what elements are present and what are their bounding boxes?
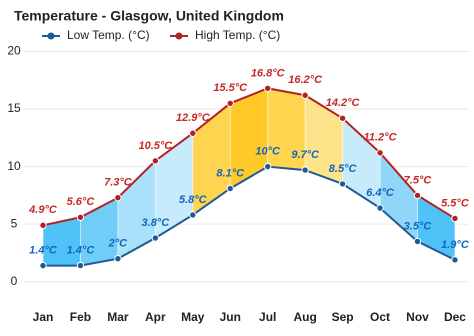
value-label: 16.8°C xyxy=(251,67,286,79)
value-label: 3.8°C xyxy=(142,217,171,229)
x-tick-label: Jan xyxy=(33,310,54,324)
value-label: 12.9°C xyxy=(176,112,211,124)
data-point xyxy=(151,157,160,165)
data-point xyxy=(114,194,122,202)
data-point xyxy=(264,162,272,171)
x-tick-label: Aug xyxy=(293,310,316,324)
temperature-band xyxy=(342,118,381,209)
data-point xyxy=(451,256,459,264)
value-label: 10°C xyxy=(255,146,281,158)
temperature-band xyxy=(117,160,156,259)
series-line xyxy=(43,165,456,267)
y-tick-label: 0 xyxy=(11,274,18,288)
temperature-band xyxy=(305,95,343,184)
temperature-band xyxy=(230,88,268,189)
temperature-band xyxy=(155,133,193,238)
temperature-band xyxy=(80,197,118,266)
y-tick-label: 10 xyxy=(7,159,21,173)
value-label: 5.6°C xyxy=(67,196,96,208)
data-point xyxy=(338,180,347,188)
x-tick-label: Sep xyxy=(332,310,354,324)
value-label: 5.5°C xyxy=(441,197,470,209)
y-tick-label: 5 xyxy=(11,216,18,230)
x-tick-label: Nov xyxy=(406,310,429,324)
data-point xyxy=(413,237,422,246)
value-label: 2°C xyxy=(108,238,129,250)
x-tick-label: Feb xyxy=(70,310,91,324)
temperature-band xyxy=(417,195,455,260)
value-label: 4.9°C xyxy=(28,204,58,216)
data-point xyxy=(451,214,459,223)
value-label: 15.5°C xyxy=(213,82,248,94)
temperature-band xyxy=(43,217,81,266)
data-point xyxy=(189,129,197,137)
value-label: 1.4°C xyxy=(29,245,58,257)
data-point xyxy=(76,213,85,221)
data-point xyxy=(376,149,384,157)
legend-label: Low Temp. (°C) xyxy=(67,28,150,42)
value-label: 1.9°C xyxy=(441,239,470,251)
data-point xyxy=(39,221,47,230)
value-label: 8.1°C xyxy=(216,167,245,179)
temperature-band xyxy=(267,88,306,171)
value-label: 8.5°C xyxy=(329,163,358,175)
data-point xyxy=(114,255,122,263)
legend-marker xyxy=(47,32,55,40)
data-point xyxy=(301,166,309,174)
value-label: 16.2°C xyxy=(288,74,323,86)
x-tick-label: Jul xyxy=(259,310,276,324)
value-label: 9.7°C xyxy=(291,149,320,161)
value-label: 10.5°C xyxy=(138,140,173,152)
data-point xyxy=(226,99,234,108)
value-label: 1.4°C xyxy=(67,245,96,257)
value-label: 6.4°C xyxy=(366,187,395,199)
legend-marker xyxy=(175,32,183,40)
value-label: 14.2°C xyxy=(326,97,361,109)
x-tick-label: Mar xyxy=(107,310,129,324)
temperature-band xyxy=(192,103,231,215)
temperature-band xyxy=(380,152,418,242)
value-label: 7.5°C xyxy=(404,174,433,186)
chart-title: Temperature - Glasgow, United Kingdom xyxy=(14,8,284,24)
value-label: 3.5°C xyxy=(404,220,433,232)
data-point xyxy=(264,84,272,93)
x-tick-label: Jun xyxy=(220,310,241,324)
y-tick-label: 15 xyxy=(7,101,21,115)
data-point xyxy=(301,91,309,99)
data-point xyxy=(151,234,160,242)
data-point xyxy=(338,114,347,122)
data-point xyxy=(39,261,47,270)
data-point xyxy=(189,211,197,219)
value-label: 11.2°C xyxy=(364,132,398,144)
data-point xyxy=(413,191,422,200)
x-tick-label: Oct xyxy=(370,310,390,324)
x-tick-label: Apr xyxy=(145,310,166,324)
value-label: 7.3°C xyxy=(104,177,133,189)
x-tick-label: Dec xyxy=(444,310,466,324)
x-tick-label: May xyxy=(181,310,205,324)
y-tick-label: 20 xyxy=(7,44,21,58)
value-label: 5.8°C xyxy=(179,194,208,206)
data-point xyxy=(226,184,234,193)
series-line xyxy=(42,87,456,227)
data-point xyxy=(76,261,85,270)
legend-label: High Temp. (°C) xyxy=(195,28,280,42)
data-point xyxy=(376,204,384,212)
